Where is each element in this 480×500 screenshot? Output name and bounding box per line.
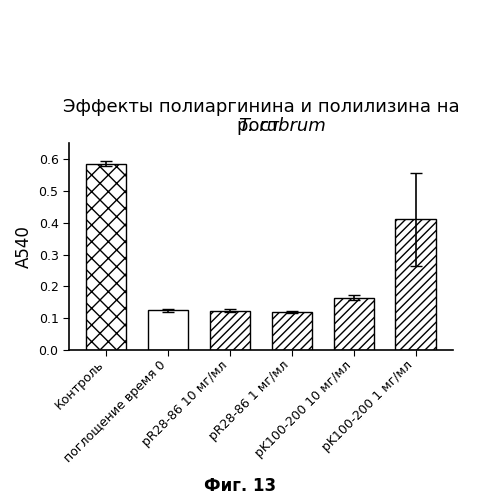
Text: Эффекты полиаргинина и полилизина на: Эффекты полиаргинина и полилизина на — [62, 98, 459, 116]
Bar — [210, 311, 250, 350]
Bar — [86, 164, 126, 350]
Bar — [396, 220, 436, 350]
Bar — [148, 310, 188, 350]
Bar — [334, 298, 374, 350]
Text: Фиг. 13: Фиг. 13 — [204, 477, 276, 495]
Bar — [272, 312, 312, 350]
Y-axis label: A540: A540 — [15, 225, 33, 268]
Text: рост: рост — [237, 117, 285, 135]
Text: T. rubrum: T. rubrum — [239, 117, 325, 135]
